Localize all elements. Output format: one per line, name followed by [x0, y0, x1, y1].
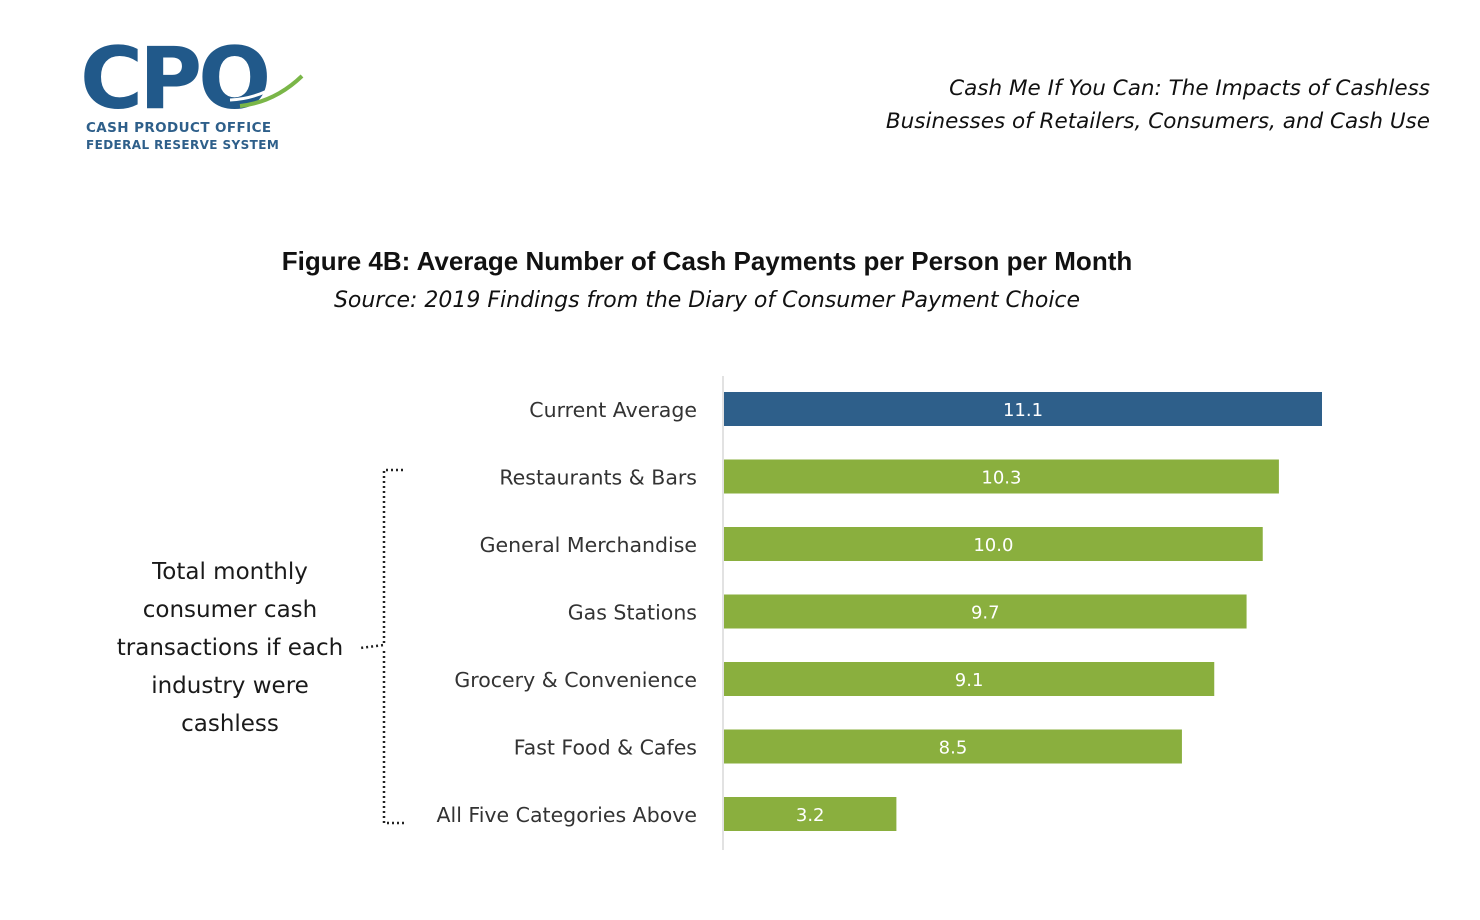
bar: [724, 797, 897, 831]
bar-value-label: 3.2: [796, 805, 825, 826]
logo-swoosh: [239, 74, 304, 108]
bar-value-label: 9.1: [955, 670, 984, 691]
logo-letters: CPO: [80, 36, 267, 120]
category-label: Gas Stations: [568, 601, 697, 625]
bar: [724, 729, 1182, 764]
bar-value-label: 9.7: [971, 603, 1000, 624]
bar: [724, 662, 1215, 696]
category-bracket: [359, 468, 404, 825]
category-label: General Merchandise: [480, 533, 697, 557]
figure-source: Source: 2019 Findings from the Diary of …: [333, 288, 1081, 313]
cpo-logo-mark: CPO: [80, 29, 304, 129]
bar: [724, 392, 1322, 426]
bracket-label: Total monthly consumer cash transactions…: [116, 559, 344, 737]
logo-line-2: FEDERAL RESERVE SYSTEM: [86, 138, 280, 152]
category-label: Grocery & Convenience: [454, 668, 697, 692]
cpo-logo: CPO CASH PRODUCT OFFICE FEDERAL RESERVE …: [80, 29, 310, 156]
logo-swoosh-highlight: [229, 66, 300, 102]
bar: [724, 459, 1279, 494]
bar: [724, 594, 1247, 629]
bars-layer: 11.1 Current Average 10.3 Restaurants & Bar…: [436, 376, 1322, 850]
report-title-line-2: Businesses of Retailers, Consumers, and …: [885, 109, 1430, 134]
bar-value-label: 10.3: [981, 468, 1021, 489]
bar-value-label: 8.5: [939, 738, 968, 759]
bracket-line: [359, 468, 404, 825]
figure-title: Figure 4B: Average Number of Cash Paymen…: [281, 246, 1133, 276]
category-label: All Five Categories Above: [436, 803, 697, 827]
category-label: Fast Food & Cafes: [514, 736, 697, 760]
bar-value-label: 11.1: [1003, 400, 1043, 421]
logo-line-1: CASH PRODUCT OFFICE: [86, 120, 272, 136]
bar: [724, 527, 1263, 561]
bar-value-label: 10.0: [973, 535, 1013, 556]
report-title: Cash Me If You Can: The Impacts of Cashl…: [886, 72, 1430, 138]
category-label: Restaurants & Bars: [499, 466, 697, 490]
report-title-line-1: Cash Me If You Can: The Impacts of Cashl…: [949, 76, 1430, 101]
category-label: Current Average: [529, 398, 697, 422]
